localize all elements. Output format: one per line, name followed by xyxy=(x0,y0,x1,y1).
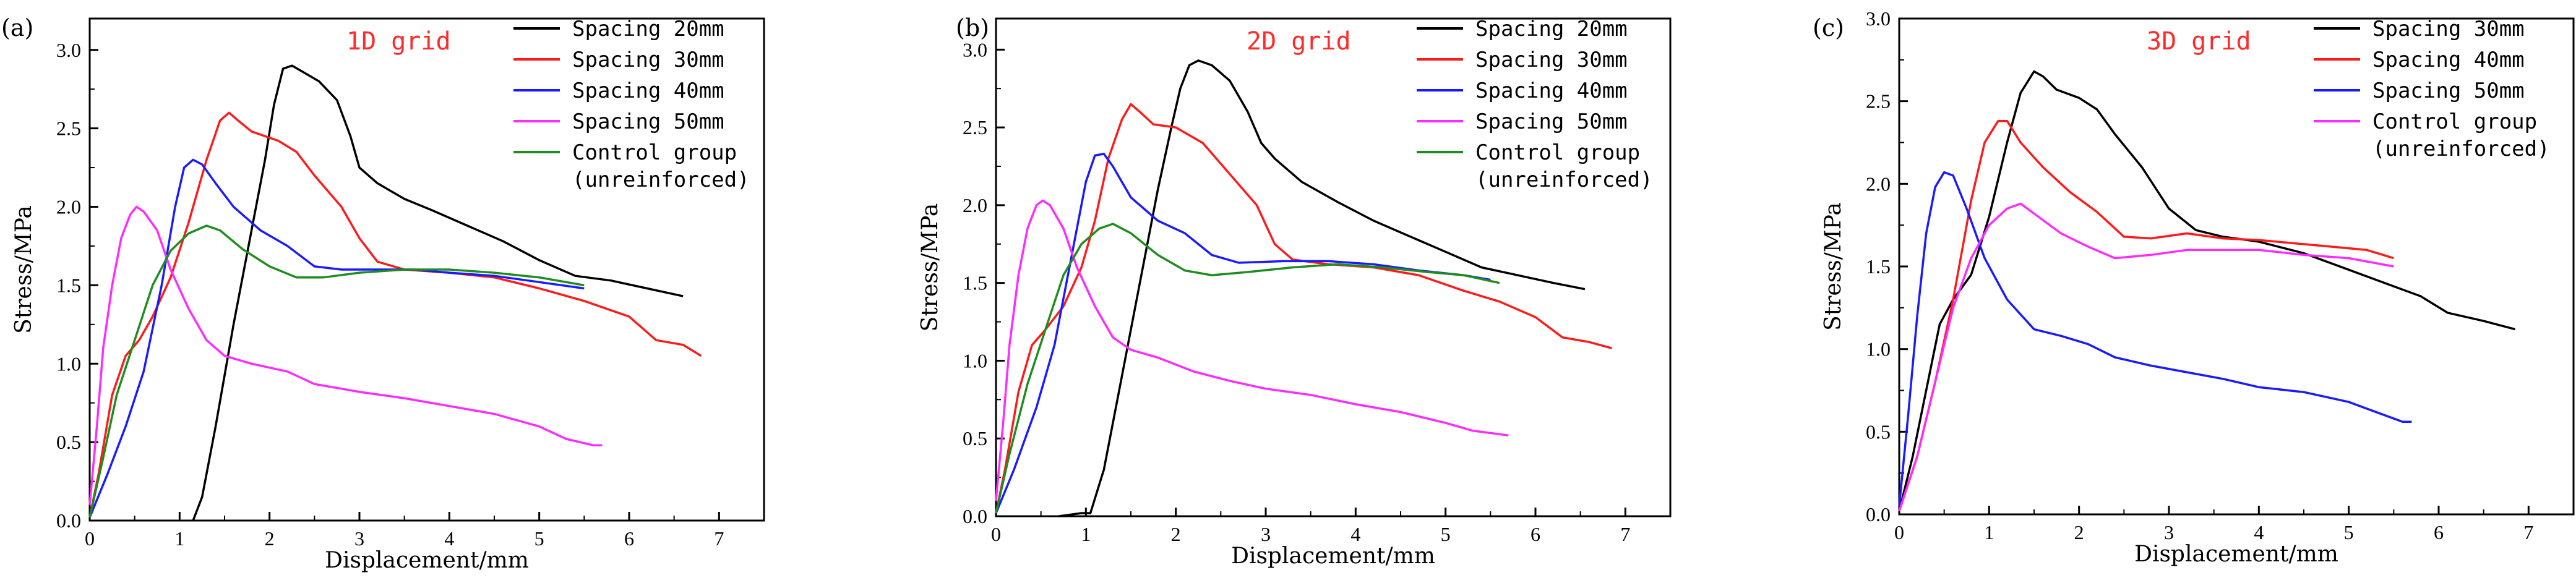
y-tick-label: 2.5 xyxy=(56,117,81,140)
y-tick-label: 1.0 xyxy=(963,349,987,372)
x-tick-label: 2 xyxy=(265,527,275,550)
y-tick-label: 2.5 xyxy=(1866,90,1891,113)
legend-label: Spacing 20mm xyxy=(572,17,724,41)
x-tick-label: 0 xyxy=(991,523,1001,545)
y-tick-label: 1.0 xyxy=(56,352,81,375)
x-tick-label: 0 xyxy=(85,527,95,550)
x-tick-label: 7 xyxy=(2523,521,2533,543)
x-tick-label: 1 xyxy=(1081,523,1091,545)
y-tick-label: 0.0 xyxy=(963,505,987,527)
legend-label: Control group xyxy=(2372,109,2537,134)
legend-label: Spacing 40mm xyxy=(1475,79,1628,103)
y-tick-label: 1.5 xyxy=(56,274,81,296)
legend-label: Spacing 30mm xyxy=(1475,48,1628,72)
x-tick-label: 6 xyxy=(1531,523,1540,545)
series-line-spacing-30mm xyxy=(88,111,702,518)
series-line-spacing-50mm xyxy=(995,199,1509,501)
x-tick-label: 4 xyxy=(1350,523,1360,545)
legend-label: Spacing 40mm xyxy=(2372,48,2525,72)
y-tick-label: 3.0 xyxy=(56,39,81,61)
legend-label: Control group xyxy=(572,140,737,165)
x-tick-label: 5 xyxy=(2344,521,2354,543)
legend-label: Spacing 40mm xyxy=(572,79,724,103)
y-tick-label: 1.5 xyxy=(1866,255,1891,278)
y-axis-label: Stress/MPa xyxy=(917,203,943,332)
x-tick-label: 7 xyxy=(1620,523,1630,545)
legend-label-cont: (unreinforced) xyxy=(1475,168,1653,192)
x-tick-label: 6 xyxy=(624,527,634,550)
legend-label: Spacing 50mm xyxy=(2372,79,2525,103)
y-tick-label: 2.5 xyxy=(963,116,987,138)
legend-label: Spacing 20mm xyxy=(1475,17,1628,41)
x-tick-label: 3 xyxy=(1261,523,1271,545)
chart-panel-2: 0 1 2 3 4 5 6 7 0.0 0.5 1.0 1.5 2.0 2.5 3.0 Displacemen… xyxy=(917,14,1672,569)
y-tick-label: 0.5 xyxy=(56,431,81,453)
series-line-spacing-50mm xyxy=(1898,171,2412,506)
x-axis-label: Displacement/mm xyxy=(1231,543,1435,569)
legend-label-cont: (unreinforced) xyxy=(572,168,750,192)
x-axis-label: Displacement/mm xyxy=(2134,542,2338,567)
panel-label: (a) xyxy=(1,14,33,41)
x-tick-label: 1 xyxy=(174,527,184,550)
x-tick-label: 1 xyxy=(1984,521,1994,543)
chart-title: 1D grid xyxy=(346,27,451,56)
y-tick-label: 3.0 xyxy=(963,38,987,61)
y-tick-label: 1.5 xyxy=(963,272,987,294)
legend-label: Control group xyxy=(1475,140,1640,165)
series-line-spacing-40mm xyxy=(1898,119,2394,512)
x-tick-label: 5 xyxy=(1441,523,1451,545)
legend-label-cont: (unreinforced) xyxy=(2372,137,2550,161)
x-tick-label: 3 xyxy=(2164,521,2174,543)
legend-label: Spacing 30mm xyxy=(2372,17,2525,41)
y-tick-label: 2.0 xyxy=(963,194,987,216)
series-line-spacing-20mm xyxy=(1058,59,1586,517)
series-line-control-group-unreinforced- xyxy=(88,224,585,518)
x-tick-label: 2 xyxy=(2074,521,2084,543)
y-tick-label: 0.5 xyxy=(963,427,987,449)
panel-label: (b) xyxy=(956,14,989,41)
series-line-spacing-40mm xyxy=(995,153,1491,514)
series-line-spacing-40mm xyxy=(88,158,585,518)
x-tick-label: 4 xyxy=(2254,521,2264,543)
chart-title: 2D grid xyxy=(1247,27,1351,56)
series-line-control-group-unreinforced- xyxy=(995,223,1500,514)
y-tick-label: 0.0 xyxy=(56,509,81,532)
y-tick-label: 3.0 xyxy=(1866,7,1891,30)
chart-panel-3: 0 1 2 3 4 5 6 7 0.0 0.5 1.0 1.5 2.0 2.5 3.0 Displacemen… xyxy=(1813,7,2575,567)
plot-frame xyxy=(995,17,1672,517)
x-tick-label: 2 xyxy=(1171,523,1181,545)
legend-label: Spacing 30mm xyxy=(572,48,724,72)
y-tick-label: 2.0 xyxy=(56,196,81,218)
y-axis-label: Stress/MPa xyxy=(1821,202,1846,331)
chart-panel-1: 0 1 2 3 4 5 6 7 0.0 0.5 1.0 1.5 2.0 2.5 3.0 Displacemen… xyxy=(1,14,765,573)
series-line-control-group-unreinforced- xyxy=(1898,202,2394,512)
x-tick-label: 4 xyxy=(444,527,454,550)
plot-frame xyxy=(88,17,765,522)
y-tick-label: 2.0 xyxy=(1866,172,1891,195)
legend-label: Spacing 50mm xyxy=(1475,109,1628,134)
x-tick-label: 3 xyxy=(354,527,364,550)
x-tick-label: 0 xyxy=(1894,521,1904,543)
panel-label: (c) xyxy=(1813,14,1844,41)
y-tick-label: 0.5 xyxy=(1866,420,1891,443)
y-tick-label: 0.0 xyxy=(1866,503,1891,526)
chart-title: 3D grid xyxy=(2147,27,2251,56)
x-tick-label: 7 xyxy=(714,527,724,550)
series-line-spacing-20mm xyxy=(192,64,684,521)
series-line-spacing-50mm xyxy=(88,205,603,505)
x-tick-label: 5 xyxy=(535,527,544,550)
y-axis-label: Stress/MPa xyxy=(11,205,36,334)
series-line-spacing-30mm xyxy=(995,103,1612,514)
y-tick-label: 1.0 xyxy=(1866,338,1891,360)
x-tick-label: 6 xyxy=(2434,521,2444,543)
legend-label: Spacing 50mm xyxy=(572,109,724,134)
x-axis-label: Displacement/mm xyxy=(325,548,529,573)
